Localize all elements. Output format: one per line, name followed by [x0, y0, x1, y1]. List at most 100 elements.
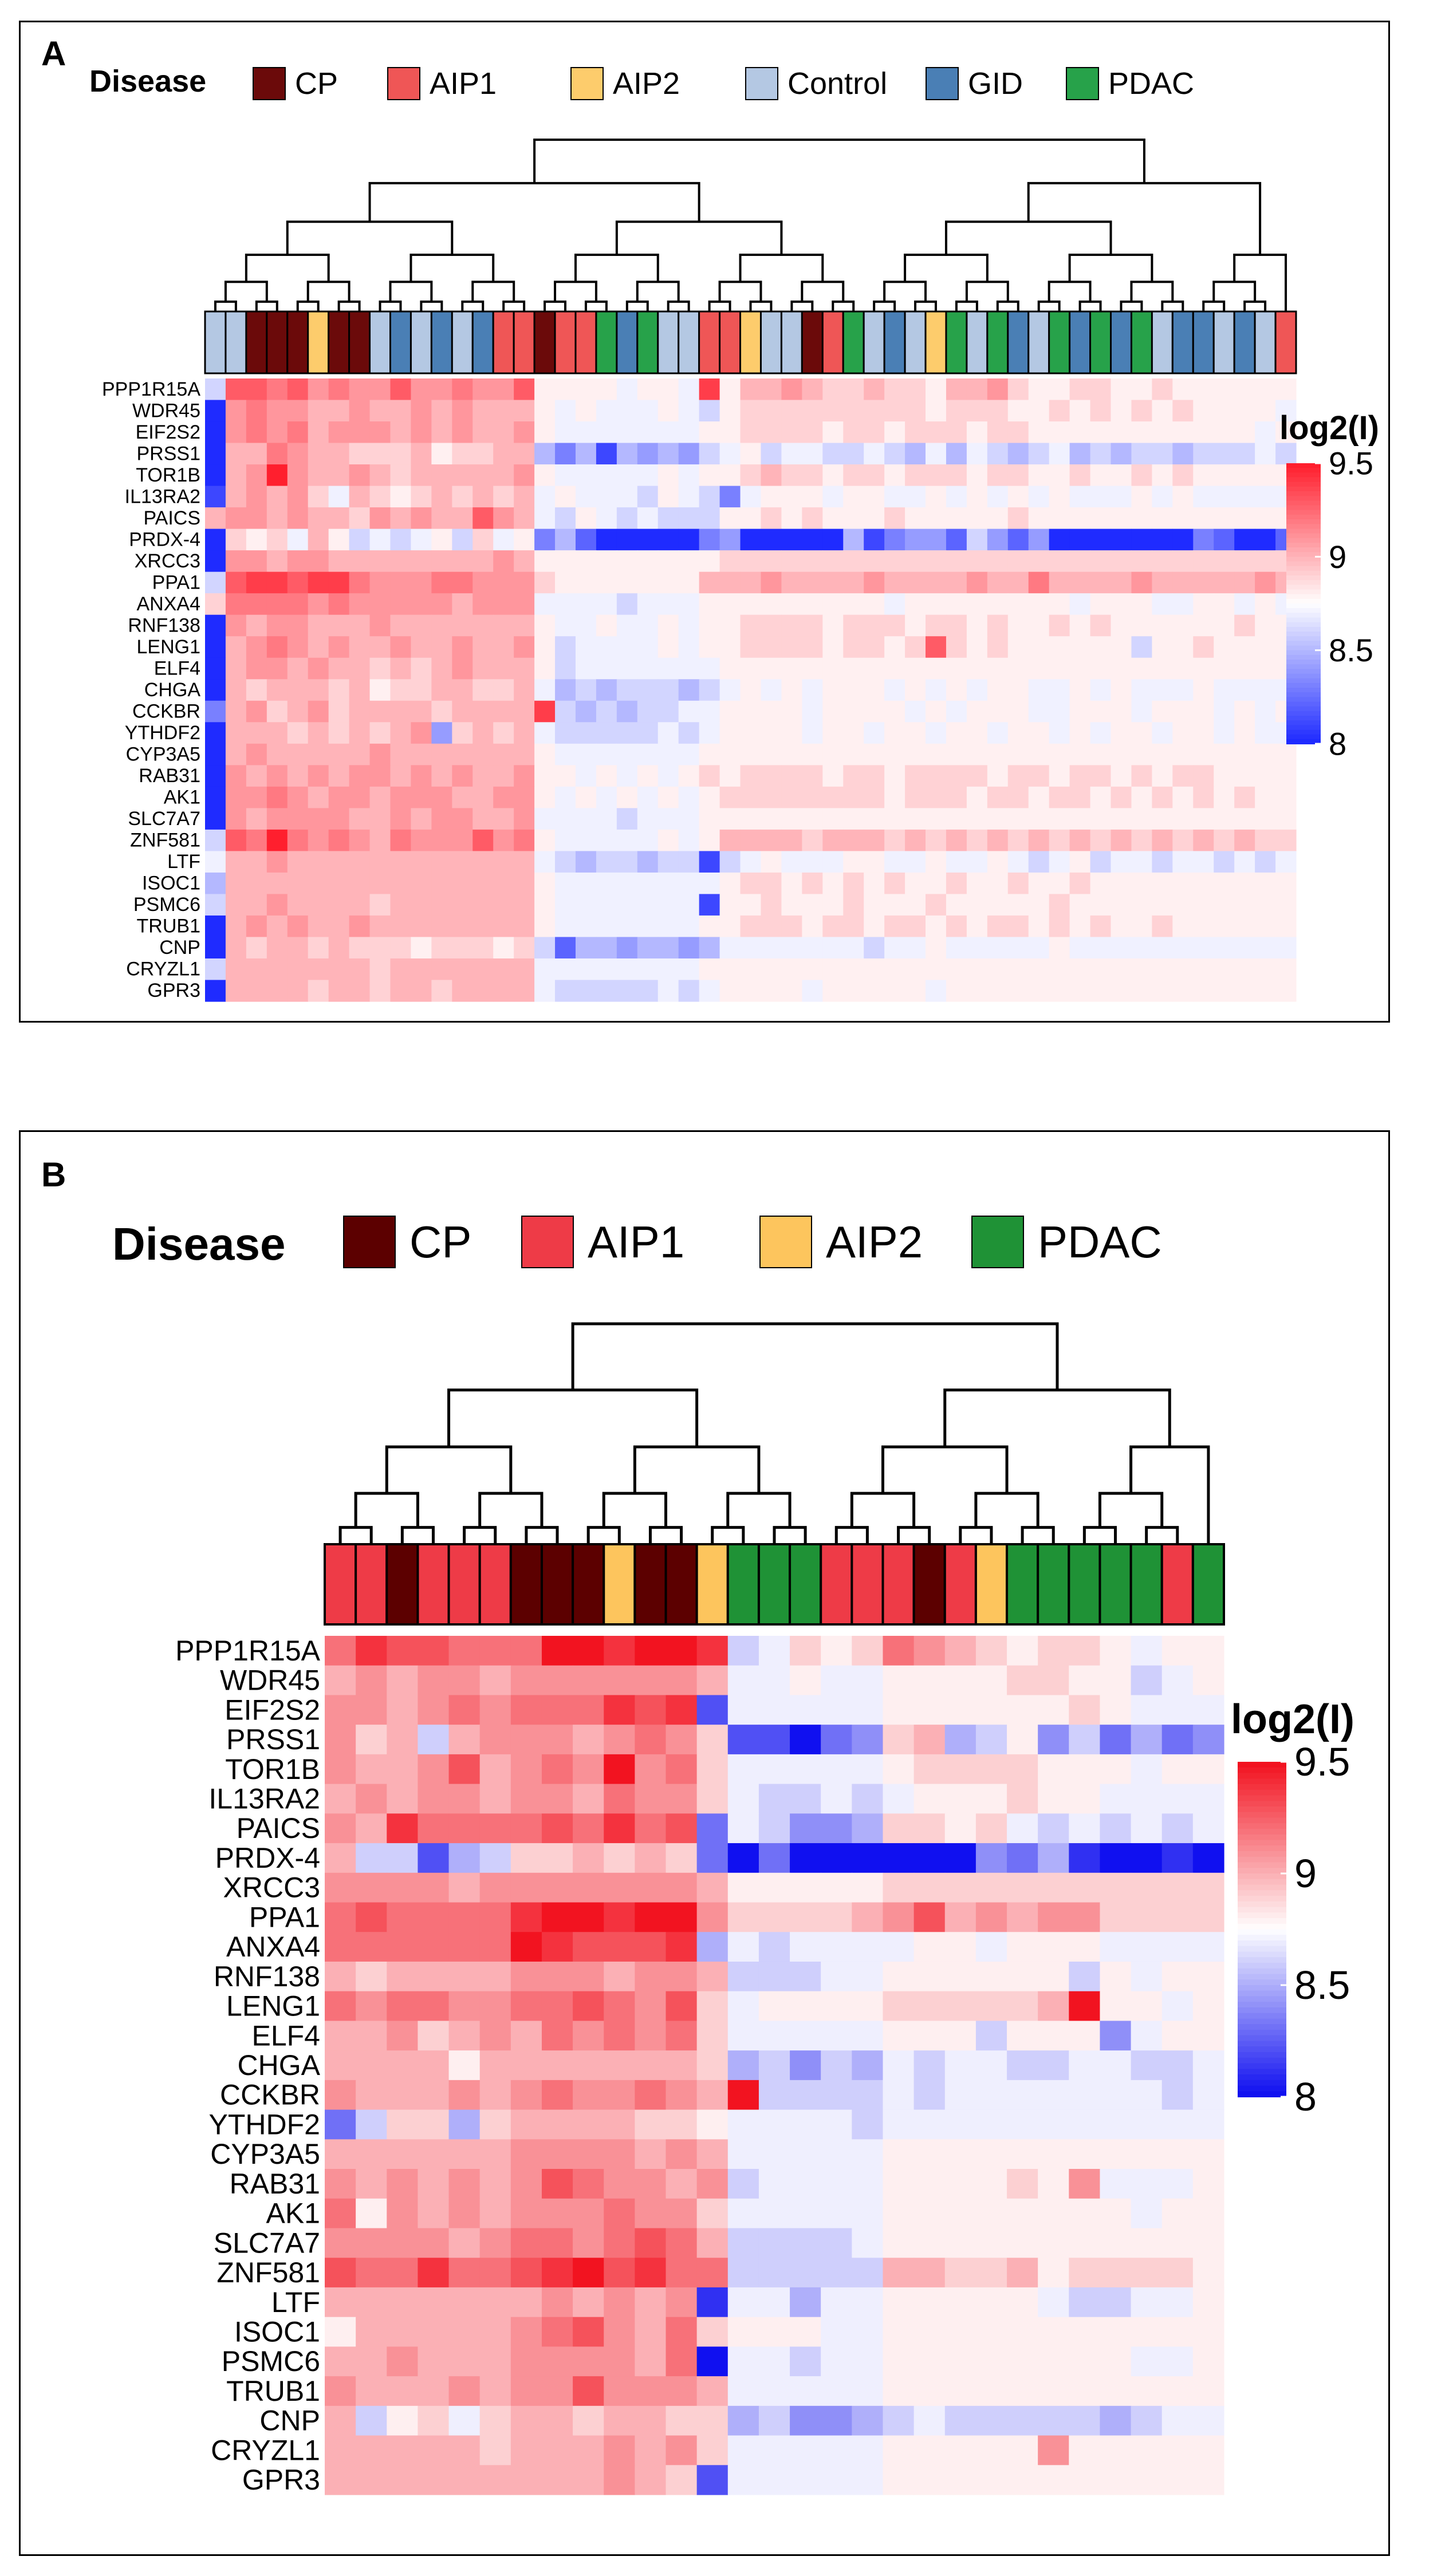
heatmap-cell	[666, 1754, 698, 1785]
heatmap-cell	[448, 2228, 481, 2258]
colorbar-segment	[1286, 491, 1321, 497]
heatmap-cell	[1049, 614, 1070, 637]
heatmap-cell	[541, 1636, 573, 1666]
heatmap-cell	[1192, 2021, 1224, 2051]
heatmap-cell	[883, 2405, 915, 2436]
heatmap-cell	[575, 894, 597, 916]
legend-swatch	[387, 67, 420, 100]
heatmap-cell	[514, 400, 535, 422]
heatmap-cell	[573, 2287, 604, 2318]
heatmap-cell	[802, 958, 823, 981]
heatmap-cell	[966, 507, 988, 530]
heatmap-cell	[884, 872, 905, 895]
heatmap-cell	[596, 614, 617, 637]
heatmap-cell	[1069, 378, 1091, 401]
colorbar-segment	[1286, 673, 1321, 679]
heatmap-cell	[472, 657, 494, 680]
colorbar-segment	[1238, 2085, 1286, 2092]
heatmap-cell	[719, 743, 741, 766]
heatmap-cell	[387, 2109, 419, 2140]
heatmap-cell	[926, 722, 947, 744]
heatmap-cell	[781, 464, 802, 487]
heatmap-cell	[883, 1725, 915, 1755]
heatmap-cell	[325, 2317, 356, 2347]
heatmap-cell	[1049, 443, 1070, 465]
heatmap-cell	[719, 958, 741, 981]
heatmap-cell	[884, 743, 905, 766]
heatmap-cell	[1131, 657, 1152, 680]
heatmap-cell	[411, 700, 432, 723]
heatmap-cell	[781, 507, 802, 530]
heatmap-cell	[246, 937, 267, 959]
heatmap-cell	[1069, 2198, 1101, 2229]
heatmap-cell	[696, 2109, 729, 2140]
heatmap-cell	[308, 894, 329, 916]
heatmap-cell	[604, 2287, 635, 2318]
heatmap-cell	[637, 636, 659, 658]
heatmap-cell	[479, 1932, 511, 1962]
heatmap-cell	[635, 2287, 667, 2318]
heatmap-cell	[616, 851, 638, 873]
heatmap-cell	[1255, 464, 1276, 487]
heatmap-cell	[1161, 2198, 1194, 2229]
dendrogram-branch	[571, 1322, 1059, 1390]
heatmap-cell	[719, 851, 741, 873]
heatmap-cell	[472, 571, 494, 594]
heatmap-cell	[1255, 443, 1276, 465]
heatmap-cell	[781, 722, 802, 744]
heatmap-cell	[761, 872, 782, 895]
heatmap-cell	[944, 1902, 976, 1932]
heatmap-cell	[637, 937, 659, 959]
heatmap-cell	[1172, 378, 1194, 401]
heatmap-cell	[987, 507, 1009, 530]
heatmap-cell	[349, 464, 371, 487]
heatmap-cell	[843, 614, 864, 637]
heatmap-cell	[987, 786, 1009, 808]
heatmap-cell	[1111, 464, 1132, 487]
heatmap-cell	[325, 1784, 356, 1814]
heatmap-cell	[1193, 550, 1214, 573]
heatmap-cell	[448, 2169, 481, 2199]
row-label: PPA1	[249, 1901, 320, 1933]
heatmap-cell	[1131, 958, 1152, 981]
heatmap-cell	[534, 679, 556, 701]
heatmap-cell	[246, 958, 267, 981]
heatmap-cell	[418, 1725, 450, 1755]
row-labels: PPP1R15AWDR45EIF2S2PRSS1TOR1BIL13RA2PAIC…	[175, 1635, 321, 2496]
heatmap-cell	[696, 1754, 729, 1785]
heatmap-cell	[225, 958, 247, 981]
heatmap-cell	[635, 2050, 667, 2081]
heatmap-cell	[479, 2405, 511, 2436]
heatmap-cell	[418, 1932, 450, 1962]
heatmap-cell	[790, 1636, 821, 1666]
heatmap-cell	[1007, 1636, 1038, 1666]
heatmap-cell	[666, 1813, 698, 1844]
heatmap-cell	[1131, 851, 1152, 873]
heatmap-cell	[635, 1843, 667, 1873]
colorbar-segment	[1238, 1801, 1286, 1807]
heatmap-cell	[696, 2021, 729, 2051]
heatmap-cell	[1172, 786, 1194, 808]
heatmap-cell	[541, 1843, 573, 1873]
heatmap-cell	[1007, 2287, 1038, 2318]
heatmap-cell	[541, 1991, 573, 2022]
heatmap-cell	[514, 657, 535, 680]
group-cell	[1212, 310, 1235, 374]
heatmap-cell	[555, 765, 576, 787]
heatmap-cell	[308, 829, 329, 851]
heatmap-cell	[666, 2228, 698, 2258]
row-label: CYP3A5	[210, 2138, 320, 2170]
heatmap-cell	[452, 937, 473, 959]
heatmap-cell	[510, 1902, 542, 1932]
heatmap-cell	[637, 614, 659, 637]
dendrogram-branch	[602, 1492, 668, 1528]
heatmap-cell	[1192, 2228, 1224, 2258]
heatmap-cell	[452, 486, 473, 508]
heatmap-cell	[287, 528, 309, 551]
heatmap-cell	[534, 421, 556, 444]
heatmap-cell	[761, 829, 782, 851]
heatmap-cell	[448, 1695, 481, 1725]
heatmap-cell	[666, 2317, 698, 2347]
heatmap-cell	[534, 378, 556, 401]
heatmap-cell	[596, 528, 617, 551]
